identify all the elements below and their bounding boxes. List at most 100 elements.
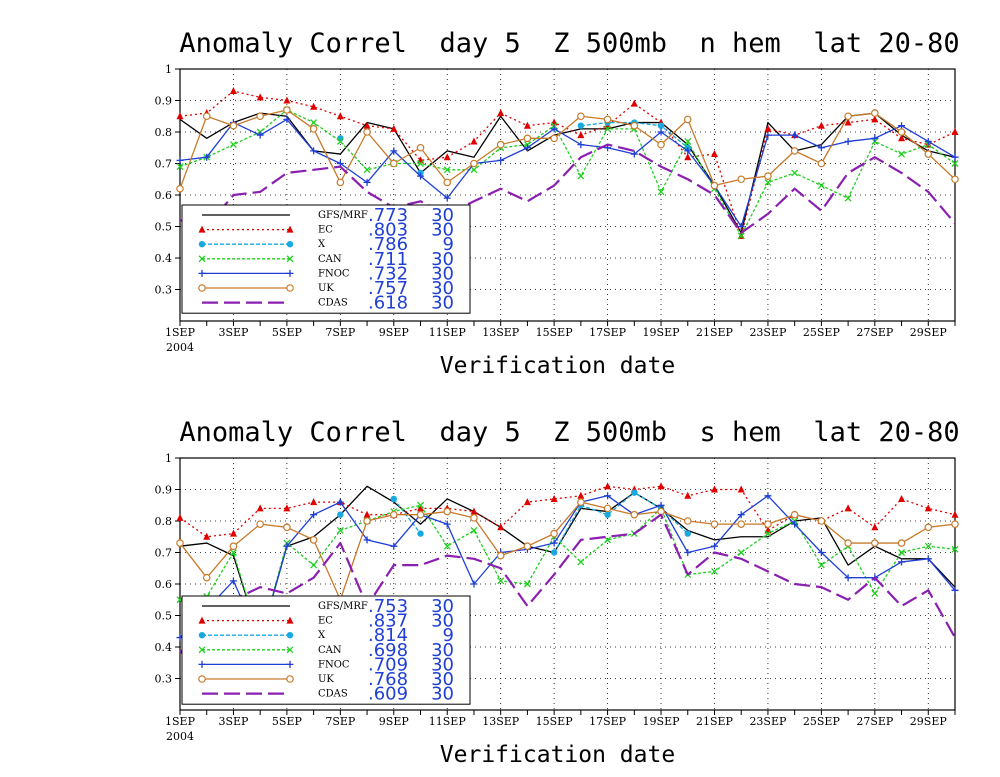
data-point xyxy=(256,504,264,512)
data-point xyxy=(336,178,345,187)
data-point xyxy=(683,115,692,124)
data-point xyxy=(497,156,505,164)
series-line xyxy=(580,121,689,149)
data-point xyxy=(817,144,825,152)
legend-marker xyxy=(286,616,294,624)
south-hemisphere-chart: Anomaly Correl day 5 Z 500mb s hem lat 2… xyxy=(155,417,960,768)
data-point xyxy=(470,526,478,534)
legend-entry: EC .837 30 xyxy=(198,611,454,632)
series-cdas xyxy=(179,143,956,234)
data-point xyxy=(684,549,692,556)
data-point xyxy=(523,542,532,551)
legend-entry: UK .768 30 xyxy=(198,669,454,690)
series-cdas xyxy=(179,513,956,690)
data-point xyxy=(550,529,558,538)
x-tick-label: 29SEP xyxy=(910,715,948,728)
legend-marker xyxy=(198,284,206,292)
data-point xyxy=(898,549,906,556)
data-point xyxy=(951,520,959,528)
legend-marker xyxy=(198,675,206,683)
y-tick-label: 0.8 xyxy=(155,126,173,139)
data-point xyxy=(657,140,665,149)
data-point xyxy=(203,153,211,161)
y-tick-label: 0.7 xyxy=(155,158,173,171)
data-point xyxy=(390,124,398,132)
data-point xyxy=(924,555,932,563)
data-point xyxy=(310,498,318,506)
series-uk xyxy=(176,106,959,193)
data-point xyxy=(684,530,691,537)
data-point xyxy=(710,181,719,190)
data-point xyxy=(229,141,237,149)
legend-count-value: 30 xyxy=(431,596,454,617)
data-point xyxy=(764,131,772,139)
data-point xyxy=(844,118,852,126)
data-point xyxy=(898,134,906,142)
data-point xyxy=(790,510,799,519)
legend-series-name: X xyxy=(318,239,326,250)
data-point xyxy=(176,513,184,521)
data-point xyxy=(417,160,424,167)
data-point xyxy=(924,523,933,532)
data-point xyxy=(550,494,558,502)
data-point xyxy=(604,511,611,518)
data-point xyxy=(871,589,879,597)
data-point xyxy=(630,510,639,519)
data-point xyxy=(604,125,612,133)
legend-series-name: UK xyxy=(318,283,334,294)
data-point xyxy=(898,150,906,158)
x-tick-label: 9SEP xyxy=(379,326,410,339)
data-point xyxy=(603,115,612,124)
data-point xyxy=(176,163,184,171)
y-tick-label: 0.3 xyxy=(155,284,173,297)
data-point xyxy=(337,511,344,518)
series-fnoc xyxy=(176,492,959,645)
y-tick-label: 0.3 xyxy=(155,673,173,686)
data-point xyxy=(684,147,692,155)
data-point xyxy=(229,87,237,95)
data-point xyxy=(951,153,959,161)
data-point xyxy=(309,536,318,544)
series-line xyxy=(179,485,956,538)
data-point xyxy=(951,586,959,594)
data-point xyxy=(336,498,344,506)
data-point xyxy=(844,539,852,547)
data-point xyxy=(684,137,692,145)
x-tick-label: 17SEP xyxy=(589,326,627,339)
legend-mean-value: .814 xyxy=(368,625,408,646)
legend-series-name: FNOC xyxy=(318,268,350,279)
data-point xyxy=(283,504,291,512)
legend-count-value: 30 xyxy=(431,684,454,705)
data-point xyxy=(604,492,612,500)
data-point xyxy=(229,542,238,551)
legend-count-value: 30 xyxy=(431,278,454,299)
data-point xyxy=(470,507,478,515)
data-point xyxy=(791,131,799,139)
data-point xyxy=(871,109,879,117)
legend-mean-value: .773 xyxy=(368,205,408,226)
data-point xyxy=(176,156,184,164)
data-point xyxy=(630,121,639,130)
x-tick-label: 7SEP xyxy=(325,326,356,339)
data-point xyxy=(737,175,746,184)
legend-mean-value: .698 xyxy=(368,640,408,661)
data-point xyxy=(310,511,318,519)
legend-count-value: 30 xyxy=(431,205,454,226)
legend-marker xyxy=(198,616,206,624)
data-point xyxy=(710,485,718,493)
legend-series-name: EC xyxy=(318,616,333,627)
data-point xyxy=(470,580,478,588)
data-point xyxy=(737,485,745,493)
legend-count-value: 30 xyxy=(431,669,454,690)
legend-series-name: UK xyxy=(318,674,334,685)
data-point xyxy=(202,573,211,582)
legend-entry: X .814 9 xyxy=(198,625,454,646)
series-line xyxy=(179,513,956,690)
data-point xyxy=(737,549,745,556)
data-point xyxy=(176,112,184,120)
x-tick-label: 23SEP xyxy=(749,715,787,728)
legend-count-value: 30 xyxy=(431,220,454,241)
data-point xyxy=(737,520,746,528)
data-point xyxy=(817,121,825,129)
data-point xyxy=(657,188,665,196)
